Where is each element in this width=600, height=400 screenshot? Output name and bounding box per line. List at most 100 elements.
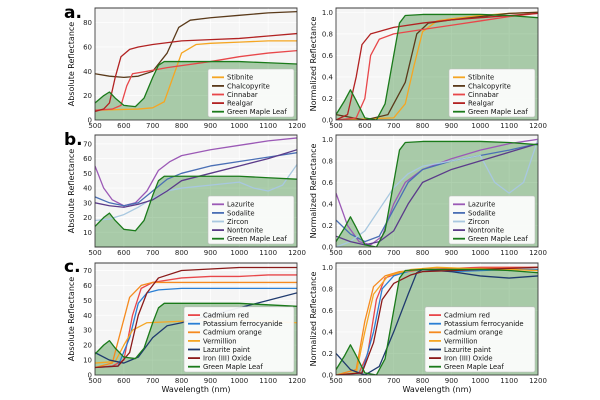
legend-label-0: Cadmium red [444, 312, 490, 320]
legend-label-3: Vermillion [203, 337, 237, 345]
series-line-4 [95, 60, 297, 108]
x-tick-label: 1200 [288, 377, 306, 385]
chart-b-norm: 500 600 700 800 900 1000 1100 1200 0.0 0.2 0.4 0.6 0… [309, 134, 547, 257]
legend-label-1: Potassium ferrocyanide [444, 320, 524, 328]
y-tick-label: 0.8 [322, 285, 333, 293]
chart-a-abs: 500 600 700 800 900 1000 1100 1200 0 20 40 60 80 Abso… [67, 7, 306, 130]
legend-label-2: Cadmium orange [444, 329, 503, 337]
y-tick-label: 0.0 [322, 244, 333, 252]
legend-label-4: Lazurite paint [203, 346, 250, 354]
legend-label-2: Zircon [227, 218, 248, 226]
plot-frame [94, 134, 298, 248]
plot-frame [335, 262, 539, 376]
y-tick-label: 60 [83, 155, 92, 163]
y-tick-label: 0 [88, 372, 92, 380]
x-tick-label: 500 [88, 122, 101, 130]
series-line-3 [336, 142, 538, 246]
y-tick-label: 0.6 [322, 179, 334, 187]
legend-label-1: Chalcopyrite [468, 82, 511, 90]
legend-label-0: Stibnite [468, 74, 494, 82]
x-tick-label: 500 [329, 377, 342, 385]
x-tick-label: 600 [358, 249, 371, 257]
x-tick-label: 900 [445, 377, 458, 385]
series-line-1 [95, 287, 297, 369]
legend-label-0: Lazurite [227, 201, 254, 209]
y-axis-label: Absolute Reflectance [67, 277, 76, 361]
y-axis-label: Normalized Reflectance [309, 272, 318, 367]
legend-label-1: Chalcopyrite [227, 82, 270, 90]
legend-label-4: Lazurite paint [444, 346, 491, 354]
legend-label-3: Realgar [227, 100, 253, 108]
x-tick-label: 900 [204, 377, 217, 385]
y-tick-label: 0.0 [322, 117, 333, 125]
legend-label-2: Cinnabar [468, 91, 499, 99]
series-line-6 [336, 268, 538, 375]
plot-frame [335, 134, 539, 248]
x-tick-label: 1100 [500, 122, 518, 130]
x-tick-label: 1100 [500, 377, 518, 385]
series-line-1 [95, 152, 297, 207]
legend-label-6: Green Maple Leaf [444, 363, 504, 371]
y-tick-label: 50 [83, 170, 92, 178]
y-axis-label: Normalized Reflectance [309, 144, 318, 239]
x-tick-label: 1100 [500, 249, 518, 257]
x-tick-label: 500 [88, 377, 101, 385]
legend-label-4: Green Maple Leaf [468, 235, 528, 243]
legend-label-0: Cadmium red [203, 312, 249, 320]
series-line-4 [336, 13, 538, 120]
y-axis-label: Absolute Reflectance [67, 149, 76, 233]
series-line-3 [95, 32, 297, 113]
x-tick-label: 800 [175, 122, 188, 130]
y-tick-label: 30 [83, 327, 92, 335]
chart-c-abs: 500 600 700 800 900 1000 1100 1200 0 10 20 30 40 50 60… [67, 262, 306, 394]
panel-label-b: b. [64, 130, 83, 150]
y-tick-label: 0.4 [322, 200, 334, 208]
y-axis-label: Absolute Reflectance [67, 22, 76, 106]
legend-label-3: Nontronite [468, 227, 504, 235]
x-tick-label: 1100 [259, 122, 277, 130]
y-tick-label: 40 [83, 68, 92, 76]
legend: StibniteChalcopyriteCinnabarRealgarGreen… [207, 68, 295, 118]
x-tick-label: 800 [416, 249, 429, 257]
series-line-0 [336, 138, 538, 246]
x-tick-label: 1000 [471, 122, 489, 130]
legend: StibniteChalcopyriteCinnabarRealgarGreen… [448, 68, 536, 118]
y-tick-label: 1.0 [322, 136, 333, 144]
legend-box [207, 195, 295, 245]
y-tick-label: 0.6 [322, 307, 334, 315]
y-tick-label: 50 [83, 297, 92, 305]
y-tick-label: 60 [83, 43, 92, 51]
x-tick-label: 1200 [529, 377, 547, 385]
x-tick-label: 1000 [230, 249, 248, 257]
series-line-5 [336, 266, 538, 375]
x-tick-label: 900 [204, 122, 217, 130]
x-tick-label: 600 [358, 122, 371, 130]
x-tick-label: 700 [146, 249, 159, 257]
chart-b-abs: 500 600 700 800 900 1000 1100 1200 10 20 30 40 50 60 7… [67, 134, 306, 257]
y-tick-label: 0 [88, 117, 92, 125]
series-line-4 [336, 140, 538, 247]
x-tick-label: 600 [358, 377, 371, 385]
x-tick-label: 600 [117, 122, 130, 130]
x-tick-label: 700 [146, 377, 159, 385]
y-tick-label: 0.4 [322, 328, 334, 336]
series-line-3 [95, 149, 297, 208]
y-tick-label: 20 [83, 342, 92, 350]
plot-frame [94, 7, 298, 121]
y-tick-label: 0.2 [322, 95, 333, 103]
x-tick-label: 1000 [471, 249, 489, 257]
y-tick-label: 20 [83, 214, 92, 222]
x-tick-label: 500 [329, 122, 342, 130]
y-tick-label: 10 [83, 229, 92, 237]
y-axis-label: Normalized Reflectance [309, 17, 318, 112]
legend-label-2: Zircon [468, 218, 489, 226]
y-tick-label: 0.0 [322, 372, 333, 380]
y-tick-label: 30 [83, 199, 92, 207]
series-line-0 [95, 40, 297, 111]
series-line-4 [336, 268, 538, 375]
x-tick-label: 800 [175, 249, 188, 257]
y-tick-label: 60 [83, 282, 92, 290]
